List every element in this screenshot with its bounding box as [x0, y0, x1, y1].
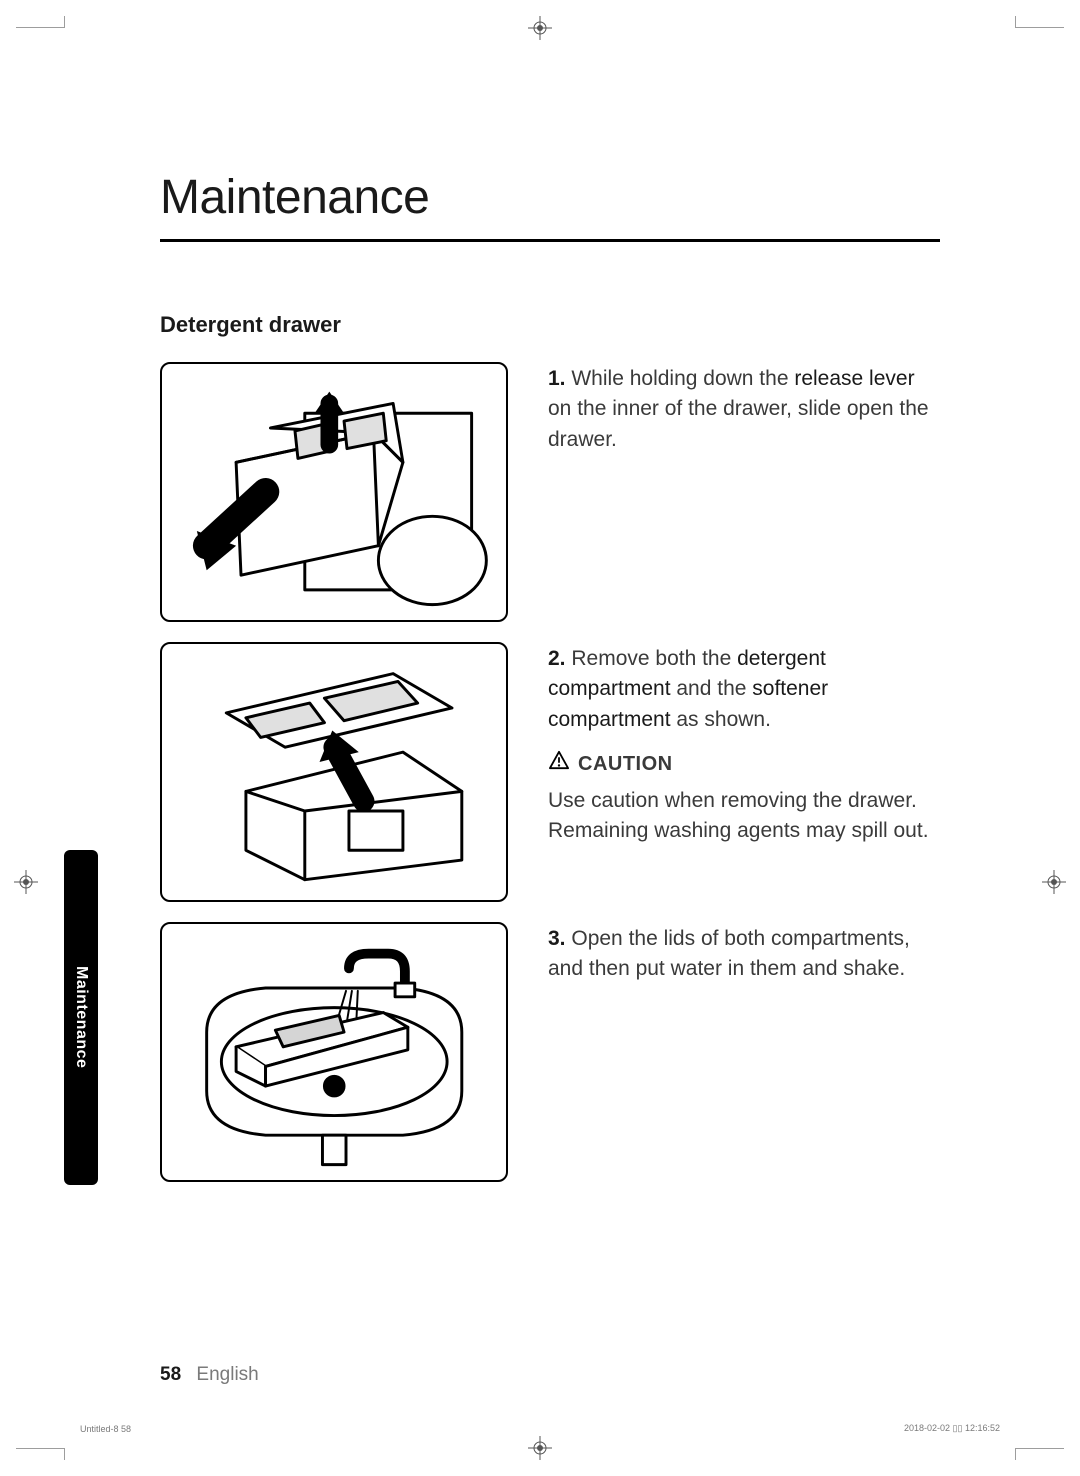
text-run: While holding down the	[571, 367, 794, 390]
section-tab: Maintenance	[64, 850, 98, 1185]
crop-mark	[1015, 1448, 1016, 1460]
step-number: 2.	[548, 647, 566, 670]
page-footer: 58 English	[160, 1364, 259, 1386]
step-text: 3. Open the lids of both compartments, a…	[548, 922, 940, 1182]
page-content: Maintenance Detergent drawer	[160, 170, 940, 1202]
text-run: Remove both the	[571, 647, 737, 670]
step-row: 1. While holding down the release lever …	[160, 362, 940, 622]
bold-term: release lever	[794, 367, 914, 390]
text-run: on the inner of the drawer, slide open t…	[548, 397, 929, 450]
crop-mark	[16, 27, 64, 28]
caution-body: Use caution when removing the drawer. Re…	[548, 786, 940, 847]
section-tab-label: Maintenance	[72, 966, 90, 1068]
registration-mark-icon	[1042, 870, 1066, 894]
warning-icon	[548, 749, 570, 779]
step-row: 3. Open the lids of both compartments, a…	[160, 922, 940, 1182]
step-text: 2. Remove both the detergent compartment…	[548, 642, 940, 902]
crop-mark	[64, 1448, 65, 1460]
print-meta-right: 2018-02-02 ▯▯ 12:16:52	[904, 1423, 1000, 1434]
step-number: 3.	[548, 927, 566, 950]
section-subtitle: Detergent drawer	[160, 312, 940, 338]
text-run: Open the lids of both compartments, and …	[548, 927, 910, 980]
page-title: Maintenance	[160, 170, 940, 242]
step-body: While holding down the release lever on …	[548, 367, 929, 451]
caution-heading: CAUTION	[548, 749, 940, 779]
illustration-drawer-open	[160, 362, 508, 622]
step-number: 1.	[548, 367, 566, 390]
registration-mark-icon	[528, 16, 552, 40]
crop-mark	[16, 1448, 64, 1449]
print-meta-left: Untitled-8 58	[80, 1424, 131, 1434]
text-run: and the	[671, 677, 753, 700]
step-text: 1. While holding down the release lever …	[548, 362, 940, 622]
step-body: Open the lids of both compartments, and …	[548, 927, 910, 980]
crop-mark	[64, 16, 65, 28]
crop-mark	[1016, 27, 1064, 28]
page-language: English	[196, 1364, 258, 1385]
page-number: 58	[160, 1364, 181, 1385]
step-body: Remove both the detergent compartment an…	[548, 647, 828, 731]
crop-mark	[1015, 16, 1016, 28]
caution-label: CAUTION	[578, 750, 673, 779]
text-run: as shown.	[671, 708, 771, 731]
illustration-compartments-remove	[160, 642, 508, 902]
registration-mark-icon	[14, 870, 38, 894]
illustration-rinse-sink	[160, 922, 508, 1182]
registration-mark-icon	[528, 1436, 552, 1460]
crop-mark	[1016, 1448, 1064, 1449]
step-row: 2. Remove both the detergent compartment…	[160, 642, 940, 902]
